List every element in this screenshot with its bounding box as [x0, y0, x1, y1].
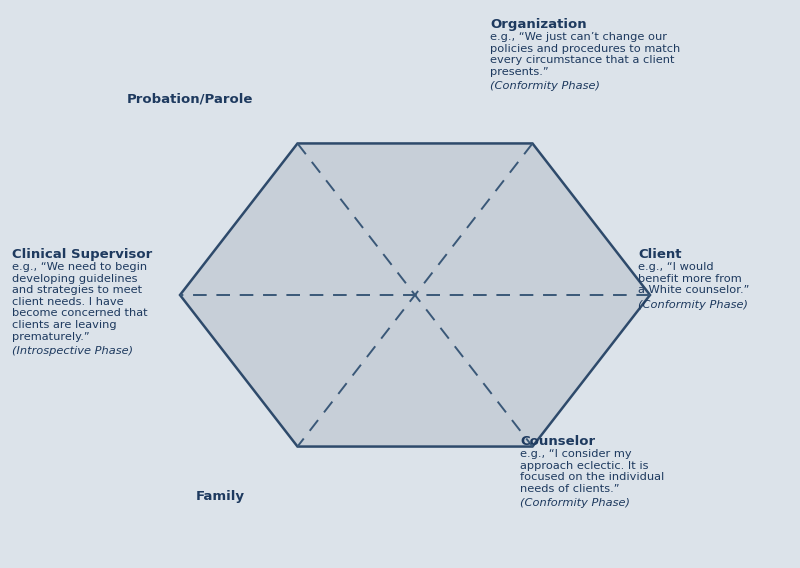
Text: Clinical Supervisor: Clinical Supervisor [12, 248, 152, 261]
Text: e.g., “I would
benefit more from
a White counselor.”: e.g., “I would benefit more from a White… [638, 262, 750, 295]
Text: (Introspective Phase): (Introspective Phase) [12, 345, 133, 356]
Text: Counselor: Counselor [520, 435, 595, 448]
Text: (Conformity Phase): (Conformity Phase) [490, 81, 600, 91]
Text: Probation/Parole: Probation/Parole [127, 92, 253, 105]
Text: Family: Family [195, 490, 245, 503]
Text: Organization: Organization [490, 18, 586, 31]
Text: (Conformity Phase): (Conformity Phase) [520, 498, 630, 508]
Text: e.g., “I consider my
approach eclectic. It is
focused on the individual
needs of: e.g., “I consider my approach eclectic. … [520, 449, 664, 494]
Text: (Conformity Phase): (Conformity Phase) [638, 299, 748, 310]
Text: e.g., “We just can’t change our
policies and procedures to match
every circumsta: e.g., “We just can’t change our policies… [490, 32, 680, 77]
Polygon shape [180, 144, 650, 446]
Text: e.g., “We need to begin
developing guidelines
and strategies to meet
client need: e.g., “We need to begin developing guide… [12, 262, 148, 341]
Text: Client: Client [638, 248, 682, 261]
